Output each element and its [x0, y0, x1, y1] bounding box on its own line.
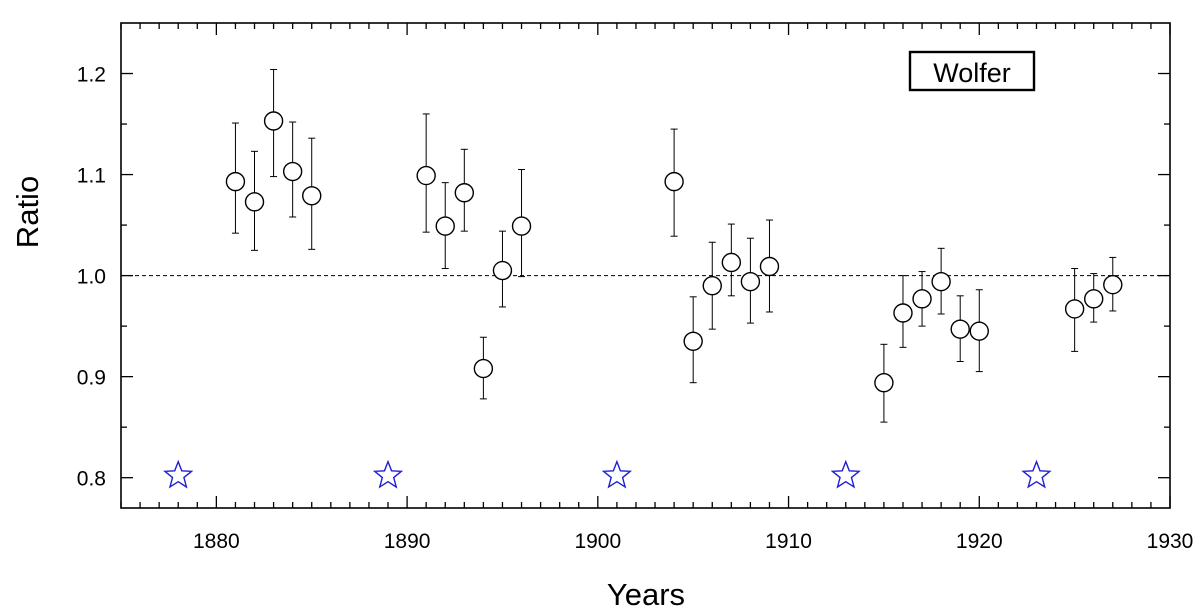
- data-point: [1064, 268, 1085, 352]
- circle-marker: [1084, 289, 1104, 309]
- x-tick-label: 1920: [956, 530, 1003, 553]
- star-marker: [830, 459, 861, 489]
- y-axis-title: Ratio: [10, 176, 45, 248]
- circle-marker: [702, 276, 722, 296]
- y-tick-label: 0.9: [77, 367, 106, 390]
- data-point: [492, 230, 513, 308]
- circle-marker: [244, 192, 265, 212]
- star-marker: [1021, 459, 1052, 489]
- circle-marker: [225, 171, 246, 192]
- y-tick-label: 1.1: [77, 165, 106, 188]
- star-marker: [372, 459, 404, 489]
- data-point: [683, 296, 703, 384]
- circle-marker: [282, 161, 303, 182]
- data-point: [950, 295, 970, 362]
- circle-marker: [416, 165, 436, 186]
- data-point: [740, 237, 761, 324]
- data-point: [454, 148, 475, 232]
- circle-marker: [912, 289, 932, 309]
- annotation-box-text: Wolfer: [933, 58, 1011, 88]
- data-point: [473, 336, 494, 400]
- x-tick-label: 1900: [574, 530, 621, 553]
- circle-marker: [950, 319, 970, 339]
- star-marker: [163, 459, 194, 489]
- data-point: [874, 343, 894, 423]
- circle-marker: [740, 271, 761, 292]
- data-point: [244, 150, 265, 251]
- circle-marker: [435, 216, 455, 236]
- data-point: [511, 169, 532, 278]
- y-tick-label: 1.2: [77, 64, 106, 87]
- circle-marker: [511, 216, 532, 236]
- data-point: [435, 182, 455, 270]
- y-tick-label: 0.8: [77, 468, 106, 491]
- circle-marker: [302, 186, 322, 206]
- circle-marker: [263, 111, 284, 131]
- data-point: [759, 219, 780, 313]
- circle-marker: [931, 271, 951, 292]
- data-point: [931, 247, 951, 315]
- data-point: [263, 68, 284, 178]
- data-point: [893, 275, 913, 348]
- circle-marker: [664, 171, 684, 192]
- circle-marker: [473, 358, 494, 379]
- plot-frame: [120, 22, 1171, 509]
- circle-marker: [683, 331, 703, 351]
- circle-marker: [759, 256, 780, 277]
- circle-marker: [969, 321, 989, 341]
- circle-marker: [874, 373, 894, 393]
- data-point: [302, 137, 322, 250]
- mark-layer: [163, 68, 1123, 489]
- circle-marker: [893, 303, 913, 323]
- data-point: [969, 289, 989, 373]
- circle-marker: [1103, 274, 1123, 295]
- x-tick-label: 1880: [193, 530, 240, 553]
- x-axis-title: Years: [607, 577, 685, 610]
- x-tick-label: 1930: [1147, 530, 1194, 553]
- data-point: [664, 128, 684, 237]
- circle-marker: [454, 183, 475, 203]
- data-point: [1084, 273, 1104, 323]
- x-tick-label: 1910: [765, 530, 812, 553]
- x-tick-label: 1890: [384, 530, 431, 553]
- data-point: [1103, 256, 1123, 312]
- circle-marker: [721, 252, 742, 273]
- data-point: [416, 113, 436, 233]
- star-marker: [601, 459, 633, 489]
- data-point: [225, 122, 246, 234]
- annotation-box-frame: [908, 50, 1036, 92]
- data-point: [721, 223, 742, 297]
- annotation-box: Wolfer: [908, 50, 1036, 92]
- data-point: [282, 121, 303, 218]
- circle-marker: [492, 260, 513, 281]
- data-point: [702, 241, 722, 330]
- y-tick-label: 1.0: [77, 266, 106, 289]
- data-point: [912, 271, 932, 327]
- tick-layer: 1880 1890 1900 1910 1920 1930 0.8 0.9 1.0 1.1 1.2: [77, 23, 1194, 553]
- circle-marker: [1064, 299, 1085, 319]
